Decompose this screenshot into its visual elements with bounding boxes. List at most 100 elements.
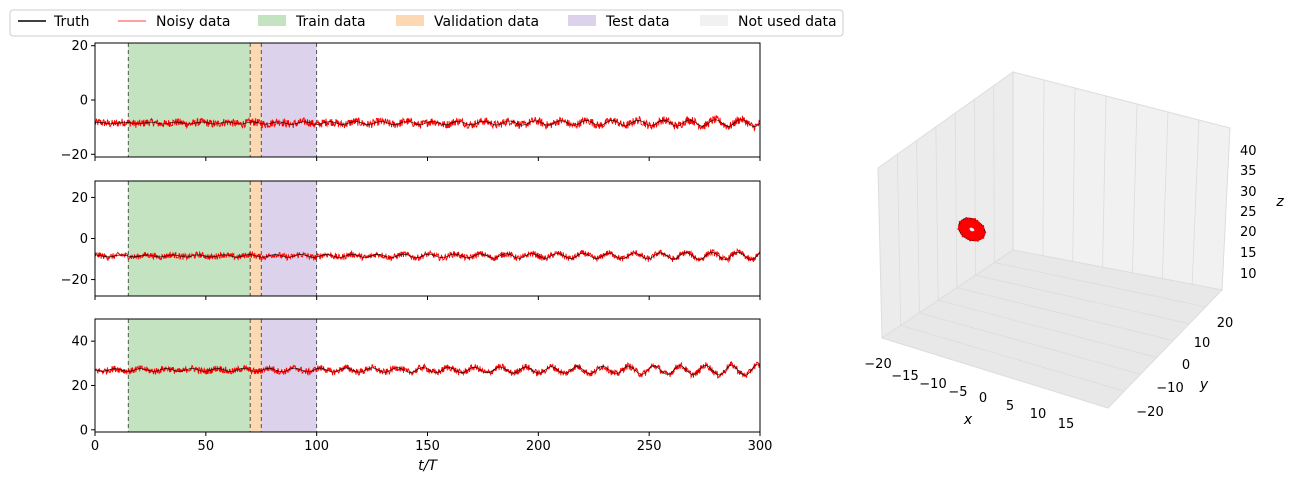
y-tick-label: −20: [61, 273, 88, 288]
x3d-tick-label: 5: [1006, 399, 1014, 414]
noisy-point: [961, 234, 965, 238]
test-region: [261, 319, 317, 432]
x3d-tick-label: 0: [979, 391, 987, 406]
noisy-point: [981, 236, 985, 239]
z3d-tick-label: 40: [1240, 144, 1257, 159]
test-region: [261, 181, 317, 296]
x3d-tick-label: 10: [1030, 407, 1047, 422]
truth-line: [94, 251, 761, 261]
y-timeseries-panel: −20 0 20: [61, 180, 761, 300]
legend-train-swatch: [258, 15, 286, 26]
grid-line: [1102, 95, 1107, 268]
noisy-point: [958, 225, 961, 228]
y-tick-label: 20: [71, 39, 88, 54]
validation-region: [250, 43, 262, 157]
grid-line: [1191, 119, 1200, 285]
x-tick-label: 50: [198, 439, 215, 454]
grid-line: [1161, 111, 1169, 279]
x-tick-label: 0: [91, 439, 99, 454]
z-timeseries-panel: 0 20 40 0 50 100 150 200 250 300 t/T: [71, 318, 773, 474]
legend-test-swatch: [568, 15, 596, 26]
floor-pane: [880, 249, 1224, 409]
y3d-tick-label: 20: [1217, 316, 1234, 331]
grid-line: [896, 154, 902, 326]
grid-line: [1132, 103, 1138, 273]
y3d-tick-label: −20: [1136, 405, 1163, 420]
grid-line: [956, 287, 1174, 341]
grid-line: [938, 299, 1157, 358]
noisy-point: [981, 226, 985, 230]
y3d-tick-label: 0: [1182, 358, 1190, 373]
noisy-point: [968, 238, 972, 242]
y-tick-label: 20: [71, 191, 88, 206]
train-region: [128, 43, 251, 157]
legend-train-label: Train data: [295, 14, 366, 30]
noisy-point: [960, 232, 963, 235]
noisy-point: [975, 219, 979, 223]
z3d-tick-label: 25: [1240, 205, 1257, 220]
x-timeseries-panel: −20 0 20: [61, 39, 761, 163]
legend-test-label: Test data: [605, 14, 670, 30]
grid-line: [954, 113, 958, 288]
x-tick-label: 200: [526, 439, 551, 454]
z3d-tick-label: 10: [1240, 267, 1257, 282]
legend-noisy-label: Noisy data: [156, 14, 231, 30]
y-tick-label: 0: [80, 423, 88, 438]
noisy-point: [983, 230, 987, 234]
validation-region: [250, 319, 262, 432]
noisy-point: [977, 221, 981, 225]
y-tick-label: 0: [80, 232, 88, 247]
y-tick-label: 40: [71, 335, 88, 350]
truth-line: [94, 364, 761, 376]
grid-line: [993, 85, 995, 263]
noisy-point: [959, 229, 963, 233]
grid-line: [975, 274, 1190, 325]
noisy-point: [961, 219, 964, 223]
noisy-point: [967, 217, 971, 221]
x-tick-label: 150: [415, 439, 440, 454]
grid-line: [1072, 87, 1076, 262]
x-tick-label: 300: [748, 439, 773, 454]
legend-notused-label: Not used data: [738, 14, 837, 30]
legend: Truth Noisy data Train data Validation d…: [9, 9, 844, 37]
x3d-tick-label: −20: [864, 357, 891, 372]
noisy-point: [964, 235, 968, 238]
noisy-point: [973, 217, 977, 221]
x3d-axis-label: x: [963, 412, 973, 428]
lorenz-3d-panel: −20−15−10−5 051015−20−1001020101520253035…: [864, 71, 1284, 432]
legend-validation-label: Validation data: [434, 14, 539, 30]
noisy-point: [979, 236, 983, 240]
noisy-point: [978, 223, 982, 227]
noisy-point: [981, 228, 985, 232]
validation-region: [250, 181, 262, 296]
grid-line: [916, 140, 920, 313]
z3d-tick-label: 20: [1240, 225, 1257, 240]
grid-line: [1042, 79, 1045, 256]
x3d-tick-label: −10: [919, 377, 946, 392]
grid-line: [935, 126, 939, 301]
y3d-axis-label: y: [1199, 377, 1209, 393]
truth-line: [94, 119, 761, 127]
test-region: [261, 43, 317, 157]
noisy-point: [963, 218, 967, 222]
noisy-point: [957, 227, 961, 231]
noisy-point: [971, 237, 974, 241]
x-tick-label: 100: [304, 439, 329, 454]
noisy-point: [966, 237, 970, 240]
y3d-tick-label: 10: [1194, 336, 1211, 351]
z3d-tick-label: 15: [1240, 246, 1257, 261]
z3d-tick-label: 35: [1240, 164, 1257, 179]
noisy-point: [959, 223, 962, 227]
y-tick-label: −20: [61, 148, 88, 163]
x3d-tick-label: −15: [891, 369, 918, 384]
train-region: [128, 181, 251, 296]
x3d-tick-label: −5: [948, 385, 967, 400]
legend-notused-swatch: [700, 15, 728, 26]
x-axis-label: t/T: [418, 458, 438, 474]
y-tick-label: 20: [71, 379, 88, 394]
z3d-axis-label: z: [1275, 194, 1284, 210]
noisy-point: [981, 224, 985, 228]
noisy-point: [976, 239, 980, 242]
grid-line: [900, 325, 1125, 392]
